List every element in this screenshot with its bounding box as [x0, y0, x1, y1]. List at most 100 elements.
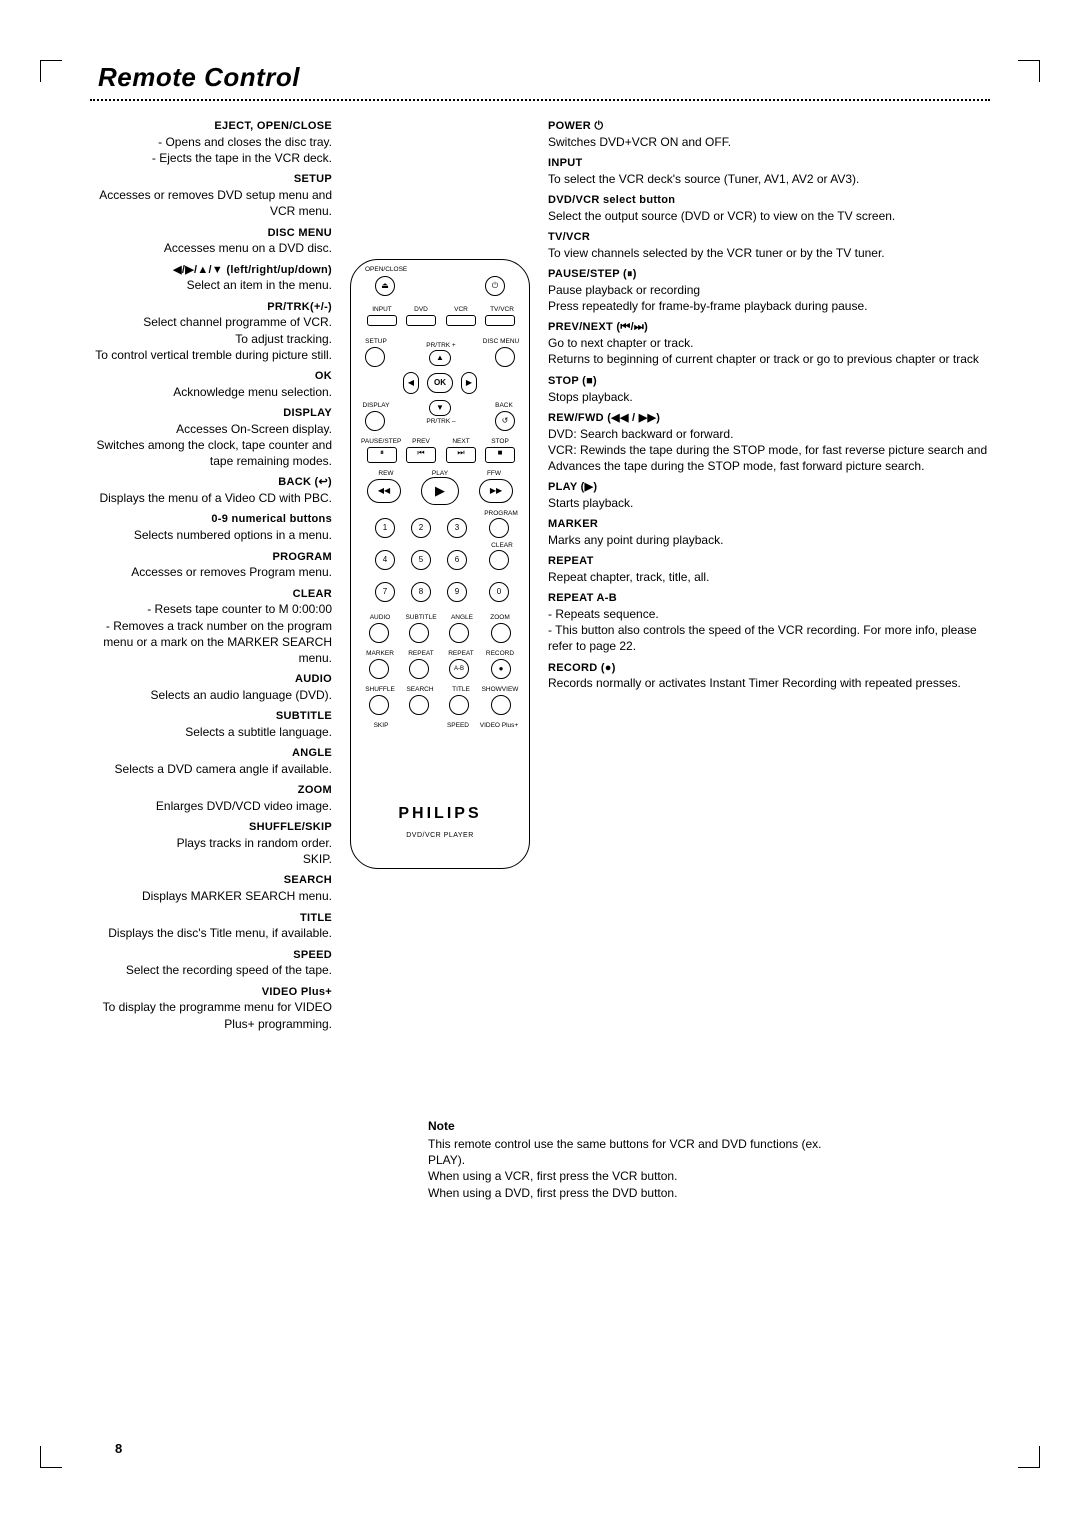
- zoom-button: [491, 623, 511, 643]
- entry: INPUTTo select the VCR deck's source (Tu…: [548, 156, 990, 187]
- entry: EJECT, OPEN/CLOSE- Opens and closes the …: [90, 119, 332, 166]
- entry-desc: To select the VCR deck's source (Tuner, …: [548, 171, 990, 187]
- entry-desc: Stops playback.: [548, 389, 990, 405]
- label-display: DISPLAY: [357, 402, 395, 411]
- right-column: POWER ⏻Switches DVD+VCR ON and OFF. INPUT…: [540, 119, 990, 698]
- center-column: OPEN/CLOSE ⏏ ⏻ INPUT DVD VCR TV/VCR SETU…: [340, 119, 540, 869]
- entry-heading: TITLE: [90, 911, 332, 926]
- entry-desc: DVD: Search backward or forward. VCR: Re…: [548, 426, 990, 475]
- label-showview: SHOWVIEW: [479, 686, 521, 695]
- entry-desc: Records normally or activates Instant Ti…: [548, 675, 990, 691]
- record-button: ●: [491, 659, 511, 679]
- entry-heading: CLEAR: [90, 587, 332, 602]
- entry-heading: BACK (↩): [90, 475, 332, 490]
- crop-mark: [40, 60, 62, 82]
- label-speed: SPEED: [443, 722, 473, 731]
- num-9: 9: [447, 582, 467, 602]
- entry-heading: SETUP: [90, 172, 332, 187]
- entry-desc: Accesses On-Screen display. Switches amo…: [90, 421, 332, 470]
- stop-button: ■: [485, 447, 515, 463]
- entry-heading: DVD/VCR select button: [548, 193, 990, 208]
- left-button: ◀: [403, 372, 419, 394]
- entry-desc: Go to next chapter or track. Returns to …: [548, 335, 990, 367]
- label-dvd: DVD: [406, 306, 436, 315]
- label-pause: PAUSE/STEP: [361, 438, 401, 447]
- rew-button: ◀◀: [367, 479, 401, 503]
- left-column: EJECT, OPEN/CLOSE- Opens and closes the …: [90, 119, 340, 1038]
- entry: REW/FWD (◀◀ / ▶▶)DVD: Search backward or…: [548, 411, 990, 474]
- entry-desc: Select the output source (DVD or VCR) to…: [548, 208, 990, 224]
- entry-heading: PR/TRK(+/-): [90, 300, 332, 315]
- shuffle-button: [369, 695, 389, 715]
- num-6: 6: [447, 550, 467, 570]
- entry-heading: DISC MENU: [90, 226, 332, 241]
- ok-button: OK: [427, 373, 453, 393]
- page-title: Remote Control: [98, 60, 990, 95]
- eject-button: ⏏: [375, 276, 395, 296]
- play-button: ▶: [421, 477, 459, 505]
- entry: DISC MENUAccesses menu on a DVD disc.: [90, 226, 332, 257]
- entry-heading: REPEAT A-B: [548, 591, 990, 606]
- vcr-button: [446, 315, 476, 326]
- label-vcr: VCR: [446, 306, 476, 315]
- num-2: 2: [411, 518, 431, 538]
- entry-heading: AUDIO: [90, 672, 332, 687]
- entry-desc: Pause playback or recording Press repeat…: [548, 282, 990, 314]
- setup-button: [365, 347, 385, 367]
- label-videoplus: VIDEO Plus+: [475, 722, 523, 731]
- label-audio: AUDIO: [365, 614, 395, 623]
- entry: VIDEO Plus+To display the programme menu…: [90, 985, 332, 1032]
- label-setup: SETUP: [361, 338, 391, 347]
- entry-heading: PREV/NEXT (⏮/⏭): [548, 320, 990, 335]
- prev-button: ⏮: [406, 447, 436, 463]
- entry-heading: PAUSE/STEP (⏸): [548, 267, 990, 282]
- entry: CLEAR- Resets tape counter to M 0:00:00 …: [90, 587, 332, 667]
- entry: RECORD (●)Records normally or activates …: [548, 661, 990, 692]
- label-next: NEXT: [446, 438, 476, 447]
- entry: POWER ⏻Switches DVD+VCR ON and OFF.: [548, 119, 990, 150]
- next-button: ⏭: [446, 447, 476, 463]
- program-button: [489, 518, 509, 538]
- label-prev: PREV: [406, 438, 436, 447]
- label-input: INPUT: [367, 306, 397, 315]
- entry: OKAcknowledge menu selection.: [90, 369, 332, 400]
- label-zoom: ZOOM: [485, 614, 515, 623]
- ffw-button: ▶▶: [479, 479, 513, 503]
- entry-heading: ZOOM: [90, 783, 332, 798]
- entry-heading: ◀/▶/▲/▼ (left/right/up/down): [90, 263, 332, 278]
- entry-heading: SUBTITLE: [90, 709, 332, 724]
- dvd-button: [406, 315, 436, 326]
- entry: 0-9 numerical buttonsSelects numbered op…: [90, 512, 332, 543]
- entry: STOP (■)Stops playback.: [548, 374, 990, 405]
- note-body: This remote control use the same buttons…: [428, 1136, 848, 1201]
- num-3: 3: [447, 518, 467, 538]
- repeat-ab-button: A-B: [449, 659, 469, 679]
- entry-heading: ANGLE: [90, 746, 332, 761]
- entry-heading: RECORD (●): [548, 661, 990, 676]
- label-stop: STOP: [485, 438, 515, 447]
- entry: ANGLESelects a DVD camera angle if avail…: [90, 746, 332, 777]
- clear-button: [489, 550, 509, 570]
- entry-desc: Starts playback.: [548, 495, 990, 511]
- entry: SEARCHDisplays MARKER SEARCH menu.: [90, 873, 332, 904]
- entry-heading: OK: [90, 369, 332, 384]
- title-divider: [90, 99, 990, 101]
- entry-heading: VIDEO Plus+: [90, 985, 332, 1000]
- marker-button: [369, 659, 389, 679]
- entry-heading: SEARCH: [90, 873, 332, 888]
- entry-heading: SHUFFLE/SKIP: [90, 820, 332, 835]
- down-button: ▼: [429, 400, 451, 416]
- label-title: TITLE: [447, 686, 475, 695]
- crop-mark: [40, 1446, 62, 1468]
- subtitle-button: [409, 623, 429, 643]
- crop-mark: [1018, 60, 1040, 82]
- label-back: BACK: [489, 402, 519, 411]
- entry: PROGRAMAccesses or removes Program menu.: [90, 550, 332, 581]
- entry-heading: TV/VCR: [548, 230, 990, 245]
- entry-heading: POWER ⏻: [548, 119, 990, 134]
- entry: TV/VCRTo view channels selected by the V…: [548, 230, 990, 261]
- entry-desc: Selects an audio language (DVD).: [90, 687, 332, 703]
- entry-desc: - Resets tape counter to M 0:00:00 - Rem…: [90, 601, 332, 666]
- entry-heading: REPEAT: [548, 554, 990, 569]
- num-8: 8: [411, 582, 431, 602]
